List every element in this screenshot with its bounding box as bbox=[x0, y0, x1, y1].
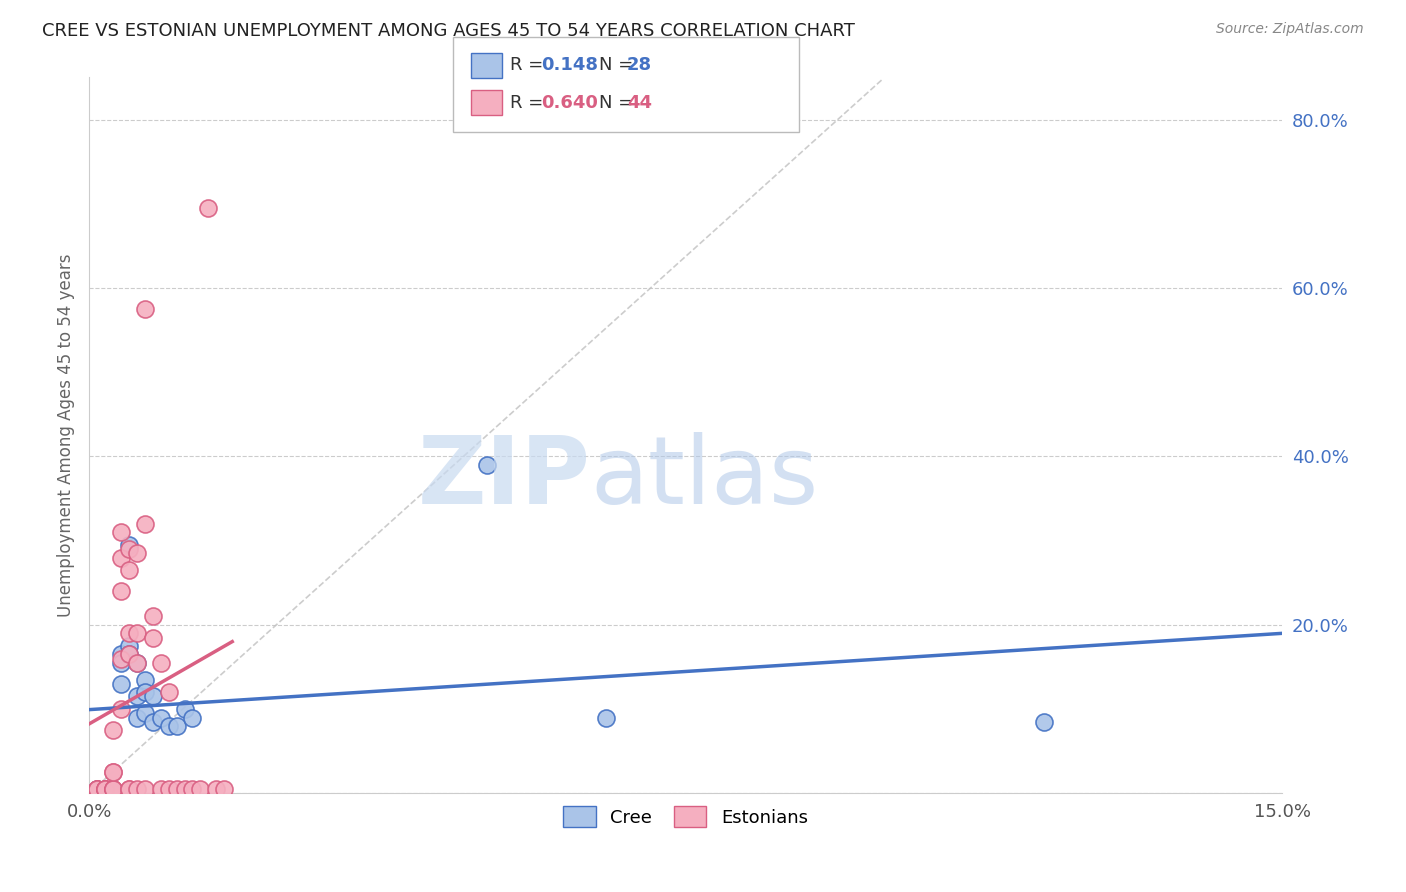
Point bbox=[149, 782, 172, 797]
Point bbox=[110, 584, 132, 599]
Point bbox=[118, 563, 141, 577]
Point bbox=[181, 782, 204, 797]
Point bbox=[101, 782, 124, 797]
Point bbox=[101, 785, 124, 799]
Point bbox=[166, 719, 188, 733]
Point bbox=[94, 785, 117, 799]
Point bbox=[94, 782, 117, 797]
Point bbox=[118, 648, 141, 662]
Text: N =: N = bbox=[599, 56, 638, 74]
Point bbox=[190, 782, 212, 797]
Point bbox=[94, 784, 117, 798]
Point bbox=[125, 710, 148, 724]
Point bbox=[118, 782, 141, 797]
Point bbox=[197, 201, 219, 215]
Point bbox=[166, 782, 188, 797]
Point bbox=[134, 673, 156, 687]
Point bbox=[86, 784, 108, 798]
Point bbox=[205, 782, 228, 797]
Text: 0.148: 0.148 bbox=[541, 56, 599, 74]
Point bbox=[86, 782, 108, 797]
Point bbox=[110, 648, 132, 662]
Point bbox=[94, 782, 117, 797]
Legend: Cree, Estonians: Cree, Estonians bbox=[557, 799, 815, 834]
Point bbox=[101, 765, 124, 780]
Point bbox=[1032, 714, 1054, 729]
Point bbox=[157, 719, 180, 733]
Text: R =: R = bbox=[510, 56, 550, 74]
Point bbox=[134, 706, 156, 721]
Text: 0.640: 0.640 bbox=[541, 94, 598, 112]
Point bbox=[110, 550, 132, 565]
Point bbox=[125, 782, 148, 797]
Point bbox=[110, 651, 132, 665]
Text: R =: R = bbox=[510, 94, 550, 112]
Text: Source: ZipAtlas.com: Source: ZipAtlas.com bbox=[1216, 22, 1364, 37]
Text: 28: 28 bbox=[627, 56, 652, 74]
Point bbox=[118, 538, 141, 552]
Point bbox=[181, 710, 204, 724]
Point bbox=[101, 723, 124, 738]
Point bbox=[118, 542, 141, 557]
Point bbox=[86, 782, 108, 797]
Point bbox=[173, 782, 195, 797]
Point bbox=[101, 785, 124, 799]
Point bbox=[110, 677, 132, 691]
Point bbox=[86, 782, 108, 797]
Point bbox=[94, 782, 117, 797]
Point bbox=[125, 656, 148, 670]
Point bbox=[475, 458, 498, 472]
Text: 44: 44 bbox=[627, 94, 652, 112]
Point bbox=[86, 782, 108, 797]
Y-axis label: Unemployment Among Ages 45 to 54 years: Unemployment Among Ages 45 to 54 years bbox=[58, 253, 75, 617]
Point bbox=[149, 710, 172, 724]
Point bbox=[101, 765, 124, 780]
Point bbox=[173, 702, 195, 716]
Point bbox=[101, 782, 124, 797]
Point bbox=[125, 626, 148, 640]
Point bbox=[125, 690, 148, 704]
Point bbox=[118, 639, 141, 653]
Text: atlas: atlas bbox=[591, 433, 818, 524]
Point bbox=[142, 690, 165, 704]
Point bbox=[125, 546, 148, 560]
Point bbox=[134, 782, 156, 797]
Point bbox=[118, 782, 141, 797]
Text: N =: N = bbox=[599, 94, 638, 112]
Point bbox=[134, 301, 156, 316]
Text: CREE VS ESTONIAN UNEMPLOYMENT AMONG AGES 45 TO 54 YEARS CORRELATION CHART: CREE VS ESTONIAN UNEMPLOYMENT AMONG AGES… bbox=[42, 22, 855, 40]
Point bbox=[134, 516, 156, 531]
Point bbox=[214, 782, 236, 797]
Point bbox=[118, 626, 141, 640]
Point bbox=[118, 648, 141, 662]
Point bbox=[142, 631, 165, 645]
Point bbox=[142, 714, 165, 729]
Point bbox=[142, 609, 165, 624]
Point bbox=[157, 685, 180, 699]
Point bbox=[94, 782, 117, 797]
Point bbox=[134, 685, 156, 699]
Point bbox=[110, 656, 132, 670]
Point bbox=[125, 656, 148, 670]
Point bbox=[110, 702, 132, 716]
Point bbox=[101, 782, 124, 797]
Point bbox=[157, 782, 180, 797]
Point bbox=[149, 656, 172, 670]
Text: ZIP: ZIP bbox=[418, 433, 591, 524]
Point bbox=[110, 525, 132, 540]
Point bbox=[595, 710, 617, 724]
